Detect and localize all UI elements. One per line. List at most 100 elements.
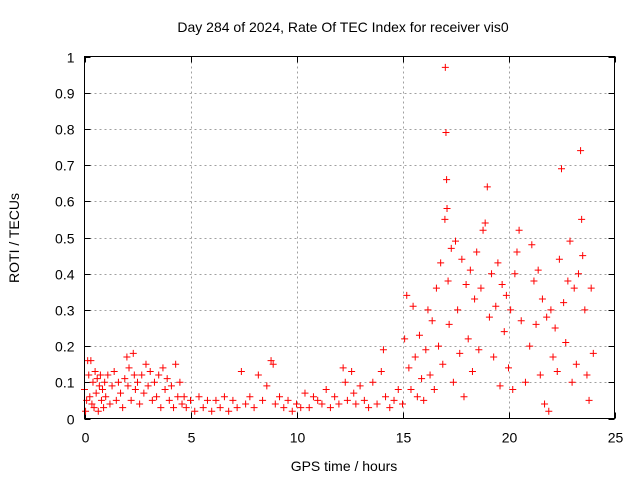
data-point (549, 353, 557, 361)
data-point (127, 396, 135, 404)
data-point (142, 360, 150, 368)
data-point (88, 400, 96, 408)
y-tick-label: 0.2 (55, 339, 75, 355)
data-point (562, 338, 570, 346)
data-point (517, 317, 525, 325)
data-point (187, 396, 194, 404)
data-point (167, 382, 175, 390)
data-point (460, 393, 468, 401)
data-point (452, 237, 459, 245)
x-tick-label: 0 (82, 430, 90, 446)
data-point (203, 396, 211, 404)
y-tick-label: 0 (67, 412, 75, 428)
data-point (155, 371, 163, 379)
data-point (496, 382, 504, 390)
data-point (581, 306, 589, 314)
data-point (263, 382, 271, 390)
data-point (500, 328, 508, 336)
data-point (108, 382, 116, 390)
data-point (92, 389, 100, 397)
data-point (170, 404, 178, 412)
data-point (148, 396, 156, 404)
data-point (94, 407, 102, 415)
data-point (369, 378, 377, 386)
y-tick-label: 1 (67, 50, 75, 66)
data-point (138, 371, 146, 379)
data-point (106, 400, 114, 408)
data-point (233, 404, 241, 412)
data-point (130, 371, 138, 379)
data-point (528, 241, 536, 249)
data-point (117, 389, 125, 397)
data-point (318, 400, 326, 408)
data-point (89, 378, 97, 386)
data-point (242, 400, 250, 408)
data-point (87, 357, 95, 365)
data-point (545, 407, 553, 415)
data-point (498, 281, 506, 289)
data-point (560, 299, 568, 307)
data-point (439, 360, 447, 368)
data-point (104, 371, 112, 379)
x-tick-label: 5 (188, 430, 196, 446)
data-point (538, 295, 546, 303)
data-point (509, 386, 517, 394)
data-point (180, 393, 188, 401)
data-point (301, 389, 309, 397)
data-point (507, 306, 515, 314)
data-point (178, 400, 186, 408)
x-tick-label: 10 (290, 430, 306, 446)
data-point (483, 183, 491, 191)
data-point (150, 378, 158, 386)
data-point (399, 400, 406, 408)
data-point (513, 248, 521, 256)
data-point (343, 396, 351, 404)
data-point (350, 389, 358, 397)
data-point (494, 259, 502, 267)
data-point (161, 386, 169, 394)
axis-ticks: 0 5 10 15 20 25 0 0.1 0.2 0.3 0.4 0.5 0.6 0.7 0.8 0.9 1 (55, 50, 623, 446)
data-point (199, 404, 207, 412)
data-point (415, 331, 423, 339)
data-point (430, 386, 438, 394)
data-point (578, 215, 586, 223)
data-point (259, 396, 267, 404)
data-point (547, 306, 555, 314)
data-point (456, 349, 464, 357)
data-point (564, 277, 572, 285)
data-point (146, 367, 154, 375)
data-point (121, 375, 129, 383)
data-point (579, 252, 587, 260)
data-point (574, 270, 582, 278)
data-point (379, 346, 387, 354)
data-point (335, 400, 343, 408)
data-point (551, 324, 559, 332)
data-point (153, 393, 161, 401)
data-point (585, 396, 593, 404)
data-point (269, 360, 277, 368)
data-point (163, 375, 171, 383)
data-point (144, 382, 152, 390)
data-point (543, 313, 551, 321)
data-point (97, 396, 105, 404)
data-point (583, 371, 591, 379)
data-point (114, 378, 122, 386)
y-tick-label: 0.7 (55, 158, 75, 174)
data-point (505, 364, 512, 372)
y-tick-label: 0.9 (55, 86, 75, 102)
data-point (110, 367, 118, 375)
data-point (407, 386, 415, 394)
data-point (515, 226, 523, 234)
data-point (182, 404, 190, 412)
data-point (558, 165, 565, 173)
data-point (339, 364, 347, 372)
data-point (195, 393, 203, 401)
data-point (403, 291, 411, 299)
data-point (568, 378, 576, 386)
data-point (488, 270, 496, 278)
data-point (134, 378, 141, 386)
data-point (365, 404, 373, 412)
data-point (447, 244, 455, 252)
data-point (589, 349, 597, 357)
data-point (511, 270, 519, 278)
